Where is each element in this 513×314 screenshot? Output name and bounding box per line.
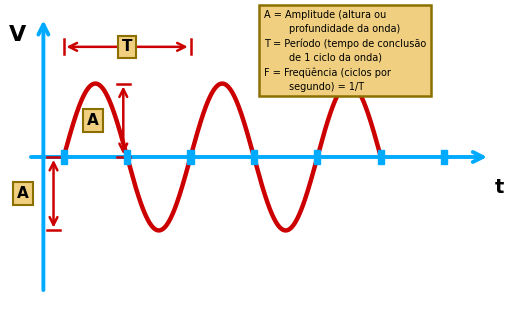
FancyBboxPatch shape: [378, 150, 384, 164]
Text: t: t: [495, 177, 504, 197]
Text: T: T: [122, 39, 132, 54]
FancyBboxPatch shape: [61, 150, 67, 164]
Text: V: V: [9, 25, 27, 45]
FancyBboxPatch shape: [314, 150, 321, 164]
Text: A = Amplitude (altura ou
        profundidade da onda)
T = Período (tempo de con: A = Amplitude (altura ou profundidade da…: [264, 10, 426, 92]
Text: A: A: [17, 186, 29, 201]
FancyBboxPatch shape: [251, 150, 257, 164]
FancyBboxPatch shape: [187, 150, 193, 164]
Text: A: A: [87, 113, 98, 128]
FancyBboxPatch shape: [441, 150, 447, 164]
FancyBboxPatch shape: [124, 150, 130, 164]
